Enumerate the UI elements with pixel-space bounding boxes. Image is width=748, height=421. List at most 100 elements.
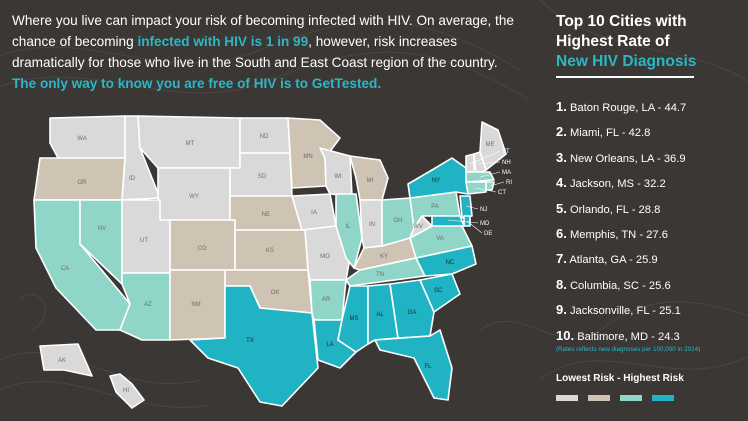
city-rank: 1. xyxy=(556,99,567,114)
city-text: Jackson, MS - 32.2 xyxy=(569,178,666,191)
state-label-mi: MI xyxy=(367,178,374,184)
state-label-vt: VT xyxy=(502,149,510,155)
list-item: 9. Jacksonville, FL - 25.1 xyxy=(556,297,741,322)
city-text: Memphis, TN - 27.6 xyxy=(569,228,668,241)
state-label-wv: WV xyxy=(413,224,423,230)
city-rank: 9. xyxy=(556,302,567,318)
list-item: 1. Baton Rouge, LA - 44.7 xyxy=(556,94,741,119)
state-label-co: CO xyxy=(198,246,207,252)
state-nj xyxy=(459,195,473,219)
state-label-mo: MO xyxy=(320,254,330,260)
state-label-ri: RI xyxy=(506,180,512,186)
city-text: New Orleans, LA - 36.9 xyxy=(569,152,686,165)
city-text: Jacksonville, FL - 25.1 xyxy=(569,305,681,318)
list-item: 5. Orlando, FL - 28.8 xyxy=(556,196,741,221)
state-label-nc: NC xyxy=(446,260,455,266)
legend-swatch-low xyxy=(588,394,610,401)
list-item: 4. Jackson, MS - 32.2 xyxy=(556,170,741,195)
leader-line-nh xyxy=(478,161,501,165)
city-rank: 10. xyxy=(556,327,575,343)
intro-text-start: Where you live can impact your risk of b… xyxy=(12,13,514,49)
state-label-nh: NH xyxy=(502,160,511,166)
state-label-sd: SD xyxy=(258,174,267,180)
state-label-ok: OK xyxy=(271,290,280,296)
state-label-va: VA xyxy=(436,236,444,242)
panel-title-line3: New HIV Diagnosis xyxy=(556,53,697,70)
list-item: 10. Baltimore, MD - 24.3 xyxy=(556,323,741,348)
leader-line-vt xyxy=(469,150,501,165)
state-label-ut: UT xyxy=(140,238,148,244)
list-item: 7. Atlanta, GA - 25.9 xyxy=(556,246,741,271)
state-label-id: ID xyxy=(129,176,136,182)
city-text: Columbia, SC - 25.6 xyxy=(569,279,671,292)
rate-note: (Rates reflects new diagnoses per 100,00… xyxy=(556,345,701,353)
state-label-hi: HI xyxy=(123,388,129,394)
leader-line-nj xyxy=(465,205,479,210)
state-label-wi: WI xyxy=(334,174,342,180)
us-risk-map: WA OR CA NV ID MT WY UT AZ CO NM ND SD NE KS OK TX MN IA MO… xyxy=(33,115,512,409)
legend-swatch-highest xyxy=(652,394,674,401)
city-rank: 2. xyxy=(556,124,567,140)
legend-swatch-lowest xyxy=(556,394,578,401)
city-rank: 3. xyxy=(556,149,567,165)
state-hi xyxy=(109,373,145,409)
state-co xyxy=(169,219,236,271)
state-label-ia: IA xyxy=(311,210,317,216)
state-label-oh: OH xyxy=(394,218,403,224)
state-label-tn: TN xyxy=(376,272,384,278)
state-label-ny: NY xyxy=(432,178,440,184)
state-label-ne: NE xyxy=(262,212,270,218)
city-rank: 6. xyxy=(556,225,567,241)
intro-text-end: , however, risk increases dramatically f… xyxy=(12,34,498,70)
legend-title: Lowest Risk - Highest Risk xyxy=(556,372,684,384)
state-tx xyxy=(189,285,319,407)
state-label-ct: CT xyxy=(498,190,506,196)
state-label-az: AZ xyxy=(144,302,152,308)
intro-highlight: infected with HIV is 1 in 99 xyxy=(137,34,309,49)
state-label-mt: MT xyxy=(186,141,195,147)
city-list: 1. Baton Rouge, LA - 44.7 2. Miami, FL -… xyxy=(556,94,741,348)
city-rank: 5. xyxy=(556,200,567,216)
state-wa xyxy=(49,115,126,159)
state-label-pa: PA xyxy=(431,204,439,210)
list-item: 3. New Orleans, LA - 36.9 xyxy=(556,145,741,170)
legend-swatches xyxy=(556,394,741,401)
city-text: Baton Rouge, LA - 44.7 xyxy=(569,102,687,114)
panel-title-line1: Top 10 Cities with xyxy=(556,13,687,30)
leader-line-de xyxy=(466,220,483,234)
state-ak xyxy=(39,343,93,377)
state-label-nv: NV xyxy=(98,226,106,232)
leader-line-ct xyxy=(475,187,497,193)
top-cities-panel: Top 10 Cities with Highest Rate of New H… xyxy=(556,12,741,401)
state-label-la: LA xyxy=(326,342,333,348)
state-fl xyxy=(374,329,453,401)
city-rank: 4. xyxy=(556,175,567,191)
state-label-ak: AK xyxy=(58,358,66,364)
state-label-nd: ND xyxy=(260,134,269,140)
state-sc xyxy=(419,273,461,313)
city-text: Orlando, FL - 28.8 xyxy=(569,203,661,216)
state-me xyxy=(479,121,507,171)
state-label-tx: TX xyxy=(246,338,254,344)
state-label-ks: KS xyxy=(266,248,274,254)
list-item: 2. Miami, FL - 42.8 xyxy=(556,119,741,144)
list-item: 6. Memphis, TN - 27.6 xyxy=(556,221,741,246)
state-label-al: AL xyxy=(376,312,384,318)
state-ga xyxy=(389,279,435,339)
city-rank: 8. xyxy=(556,276,567,292)
panel-title: Top 10 Cities with Highest Rate of New H… xyxy=(556,12,741,72)
city-text: Atlanta, GA - 25.9 xyxy=(569,254,658,267)
state-label-il: IL xyxy=(345,224,351,230)
list-item: 8. Columbia, SC - 25.6 xyxy=(556,272,741,297)
call-to-action: The only way to know you are free of HIV… xyxy=(12,76,382,91)
state-label-me: ME xyxy=(486,142,495,148)
city-rank: 7. xyxy=(556,251,567,267)
leader-line-ma xyxy=(479,171,501,178)
state-label-mn: MN xyxy=(303,154,312,160)
state-or xyxy=(33,157,126,201)
city-text: Baltimore, MD - 24.3 xyxy=(577,330,680,343)
state-label-nj: NJ xyxy=(480,207,487,213)
legend-swatch-high xyxy=(620,394,642,401)
state-label-ar: AR xyxy=(322,297,331,303)
state-label-sc: SC xyxy=(434,288,443,294)
